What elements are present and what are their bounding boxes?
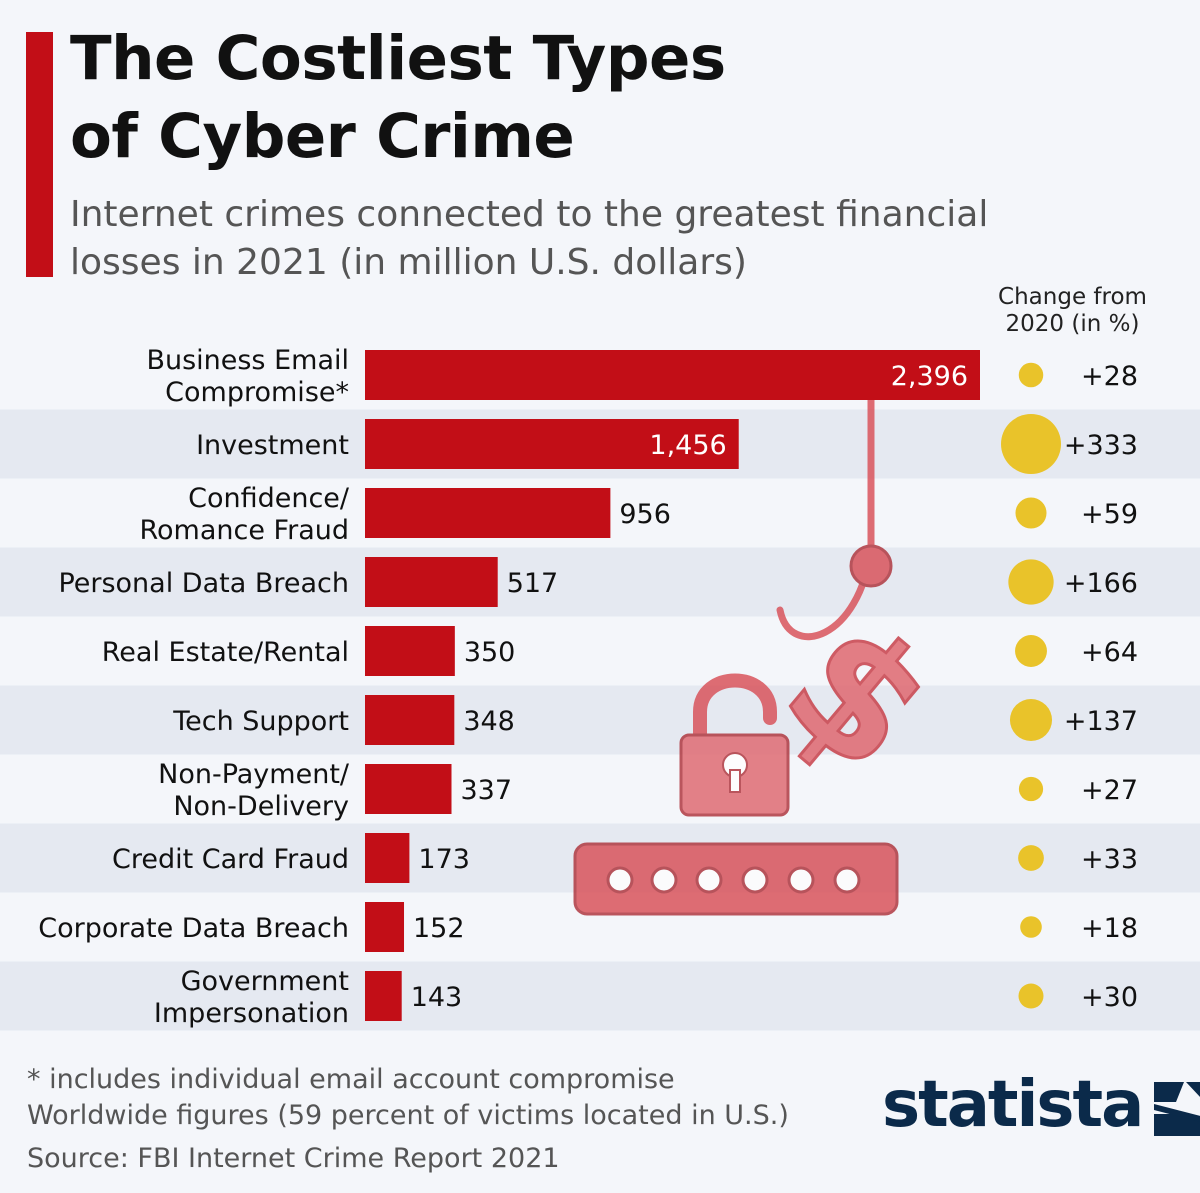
bar [365, 902, 405, 952]
bar [365, 833, 410, 883]
chart-title-line-1: The Costliest Types [70, 23, 726, 94]
value-label: 517 [507, 568, 559, 599]
bar [365, 695, 455, 745]
change-dot [1008, 559, 1054, 605]
category-label-line: Non-Payment/ [158, 759, 350, 790]
category-label: Business Email Compromise* [146, 345, 349, 408]
chart-title: The Costliest Types of Cyber Crime [70, 20, 726, 176]
bar [365, 971, 402, 1021]
value-label: 337 [461, 775, 513, 806]
chart-title-line-2: of Cyber Crime [70, 101, 575, 172]
title-accent-bar [26, 32, 53, 277]
change-dot [1018, 983, 1044, 1009]
bars-group: Business Email Compromise* 2,396 +28 Investm… [38, 345, 1138, 1029]
value-label: 956 [619, 499, 671, 530]
statista-logo-text: statista [882, 1068, 1144, 1142]
value-label: 143 [411, 982, 463, 1013]
value-label: 152 [413, 913, 465, 944]
category-label-line: Non-Delivery [173, 791, 349, 822]
footnote-asterisk: * includes individual email account comp… [27, 1064, 675, 1095]
source-note: Source: FBI Internet Crime Report 2021 [27, 1143, 560, 1174]
value-label: 2,396 [891, 361, 968, 392]
category-label: Investment [196, 430, 349, 461]
bar [365, 626, 455, 676]
category-label-line: Credit Card Fraud [112, 844, 349, 875]
footnotes: * includes individual email account comp… [27, 1062, 789, 1177]
category-label-line: Compromise* [165, 377, 349, 408]
value-label: 1,456 [649, 430, 726, 461]
change-label: +18 [1081, 913, 1138, 944]
chart-subtitle-line-2: losses in 2021 (in million U.S. dollars) [70, 242, 747, 283]
category-label: Confidence/Romance Fraud [139, 483, 349, 546]
open-padlock-icon [679, 673, 790, 817]
statista-logo: statista [882, 1070, 1200, 1140]
category-label-line: Investment [196, 430, 349, 461]
bar [365, 764, 452, 814]
fish-hook-icon [776, 396, 893, 641]
row-stripe [0, 547, 1200, 617]
category-label-line: Real Estate/Rental [102, 637, 349, 668]
password-field-icon [573, 842, 899, 916]
change-column-header: Change from 2020 (in %) [985, 284, 1160, 338]
change-dot [1018, 776, 1044, 802]
change-header-line-1: Change from [998, 284, 1147, 310]
value-label: 173 [418, 844, 470, 875]
change-dot [1015, 497, 1047, 529]
category-label: Credit Card Fraud [112, 844, 349, 875]
row-stripes [0, 409, 1200, 1031]
category-label-line: Business Email [146, 345, 349, 376]
category-label-line: Impersonation [154, 998, 349, 1029]
row-stripe [0, 685, 1200, 755]
change-dot [1001, 414, 1061, 474]
category-label-line: Personal Data Breach [58, 568, 349, 599]
statista-logo-icon [1154, 1082, 1200, 1136]
change-dot [1018, 362, 1044, 388]
change-label: +27 [1081, 775, 1138, 806]
category-label-line: Romance Fraud [139, 515, 349, 546]
category-label: Personal Data Breach [58, 568, 349, 599]
category-label: Government Impersonation [154, 966, 349, 1029]
row-stripe [0, 961, 1200, 1031]
change-label: +166 [1064, 568, 1138, 599]
bar-chart: $ Business Email Compromise*2,396 +28Inves… [0, 345, 1200, 1031]
footnote-worldwide: Worldwide figures (59 percent of victims… [27, 1100, 789, 1131]
bar [365, 488, 611, 538]
category-label: Corporate Data Breach [38, 913, 349, 944]
category-label-line: Government [181, 966, 349, 997]
category-label-line: Corporate Data Breach [38, 913, 349, 944]
chart-subtitle: Internet crimes connected to the greates… [70, 191, 1070, 287]
change-dot [1018, 845, 1044, 871]
category-label-line: Confidence/ [188, 483, 350, 514]
category-label: Real Estate/Rental [102, 637, 349, 668]
bar [365, 419, 739, 469]
value-label: 348 [463, 706, 515, 737]
value-label: 350 [464, 637, 516, 668]
change-label: +137 [1064, 706, 1138, 737]
change-dot [1015, 635, 1047, 667]
change-label: +33 [1081, 844, 1138, 875]
change-dot [1009, 698, 1053, 742]
category-label-line: Tech Support [172, 706, 349, 737]
change-dot [1020, 916, 1042, 938]
chart-subtitle-line-1: Internet crimes connected to the greates… [70, 194, 989, 235]
change-label: +30 [1081, 982, 1138, 1013]
category-label: Non-Payment/Non-Delivery [158, 759, 350, 822]
bar [365, 557, 498, 607]
category-label: Tech Support [172, 706, 349, 737]
change-label: +28 [1081, 361, 1138, 392]
change-label: +333 [1064, 430, 1138, 461]
change-label: +59 [1081, 499, 1138, 530]
change-header-line-2: 2020 (in %) [1005, 311, 1140, 337]
change-label: +64 [1081, 637, 1138, 668]
bar [365, 350, 980, 400]
